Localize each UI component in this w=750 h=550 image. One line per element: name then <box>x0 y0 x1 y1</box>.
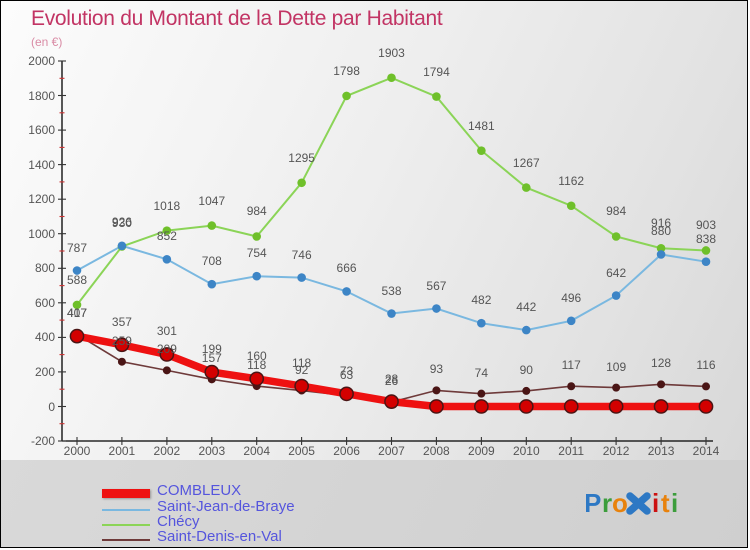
svg-text:i: i <box>671 488 678 518</box>
svg-text:P: P <box>586 488 601 518</box>
svg-text:i: i <box>652 488 659 518</box>
svg-text:t: t <box>661 488 670 518</box>
svg-text:r: r <box>602 488 612 518</box>
svg-text:o: o <box>612 488 628 518</box>
